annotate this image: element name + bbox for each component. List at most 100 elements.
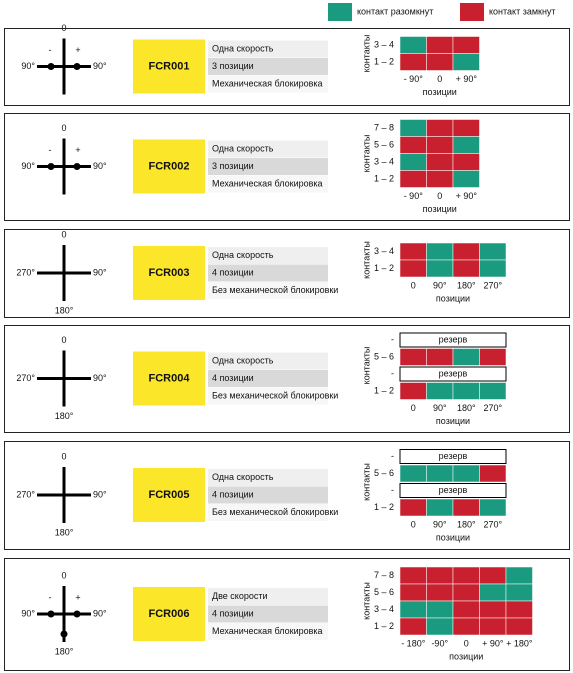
dial-dot: [47, 63, 55, 70]
contact-cell: [479, 617, 507, 636]
dial-label: -: [49, 145, 52, 155]
row-label: -: [391, 334, 394, 344]
column-label: 180°: [457, 519, 476, 529]
legend-swatch: [328, 3, 352, 21]
spec-row: [208, 247, 328, 264]
y-axis-label: контакты: [361, 135, 371, 173]
reserve-box: [399, 366, 507, 382]
spec-row: [208, 58, 328, 75]
spec-row: [208, 352, 328, 370]
contact-cell: [426, 242, 454, 261]
spec-row: [208, 282, 328, 299]
row-label: 5 – 6: [374, 468, 394, 478]
row-label: 1 – 2: [374, 56, 394, 66]
x-axis-label: позиции: [423, 87, 457, 97]
contact-cell: [426, 566, 454, 585]
spec-row: [208, 158, 328, 175]
row-label: 1 – 2: [374, 173, 394, 183]
dial-label: +: [75, 45, 80, 55]
spec-text: Без механической блокировки: [212, 390, 338, 400]
contact-cell: [399, 382, 427, 400]
spec-row: [208, 387, 328, 405]
code-box: [133, 246, 205, 300]
contact-cell: [505, 583, 533, 602]
y-axis-label: контакты: [361, 241, 371, 279]
dial-label: 90°: [93, 608, 107, 618]
code-label: FCR006: [149, 608, 190, 620]
row-label: 5 – 6: [374, 587, 394, 597]
contact-cell: [426, 170, 454, 188]
spec-text: Одна скорость: [212, 43, 274, 53]
contact-cell: [426, 259, 454, 278]
spec-row: [208, 175, 328, 193]
x-axis-label: позиции: [436, 416, 470, 426]
dial-label: 180°: [55, 527, 74, 537]
contact-cell: [479, 600, 507, 619]
contact-cell: [399, 566, 427, 585]
spec-text: Одна скорость: [212, 250, 274, 260]
column-label: 0: [464, 638, 469, 648]
spec-text: Механическая блокировка: [212, 626, 323, 636]
contact-cell: [479, 348, 507, 366]
code-label: FCR003: [149, 267, 190, 279]
dial-label: 0: [61, 229, 66, 239]
dial-label: 0: [61, 123, 66, 133]
spec-row: [208, 486, 328, 504]
contact-cell: [479, 464, 507, 483]
dial-label: 90°: [21, 61, 35, 71]
contact-cell: [505, 600, 533, 619]
spec-text: 4 позиции: [212, 267, 254, 277]
column-label: 90°: [433, 403, 447, 413]
panel-frame: [4, 441, 570, 550]
contact-cell: [399, 348, 427, 366]
contact-cell: [399, 600, 427, 619]
x-axis-label: позиции: [436, 293, 470, 303]
dial-label: 270°: [16, 373, 35, 383]
contact-cell: [399, 53, 427, 71]
reserve-label: резерв: [439, 451, 468, 461]
spec-row: [208, 504, 328, 521]
contact-cell: [452, 464, 480, 483]
column-label: + 90°: [456, 74, 478, 84]
dial-label: 90°: [93, 267, 107, 277]
column-label: 270°: [483, 280, 502, 290]
dial-label: 90°: [21, 161, 35, 171]
reserve-label: резерв: [439, 368, 468, 378]
contact-cell: [426, 382, 454, 400]
row-label: -: [391, 485, 394, 495]
contact-cell: [399, 259, 427, 278]
contact-cell: [426, 617, 454, 636]
y-axis-label: контакты: [361, 347, 371, 385]
column-label: 0: [411, 403, 416, 413]
x-axis-label: позиции: [436, 532, 470, 542]
column-label: 0: [437, 191, 442, 201]
dial-dot: [73, 163, 81, 170]
code-box: [133, 351, 205, 406]
spec-row: [208, 623, 328, 640]
column-label: 270°: [483, 403, 502, 413]
row-label: 1 – 2: [374, 502, 394, 512]
contact-cell: [426, 583, 454, 602]
contact-cell: [505, 617, 533, 636]
column-label: 0: [437, 74, 442, 84]
column-label: - 90°: [404, 191, 424, 201]
spec-text: Две скорости: [212, 591, 268, 601]
row-label: 5 – 6: [374, 139, 394, 149]
contact-cell: [452, 136, 480, 154]
row-label: 1 – 2: [374, 621, 394, 631]
contact-cell: [426, 348, 454, 366]
column-label: + 180°: [506, 638, 533, 648]
column-label: 270°: [483, 519, 502, 529]
dial-label: 0: [61, 570, 66, 580]
contact-cell: [426, 153, 454, 171]
contact-cell: [399, 170, 427, 188]
dial-label: +: [75, 592, 80, 602]
column-label: 90°: [433, 519, 447, 529]
column-label: - 90°: [404, 74, 424, 84]
contact-cell: [452, 382, 480, 400]
row-label: 3 – 4: [374, 39, 394, 49]
contact-cell: [452, 53, 480, 71]
contact-cell: [479, 498, 507, 517]
contact-cell: [399, 153, 427, 171]
